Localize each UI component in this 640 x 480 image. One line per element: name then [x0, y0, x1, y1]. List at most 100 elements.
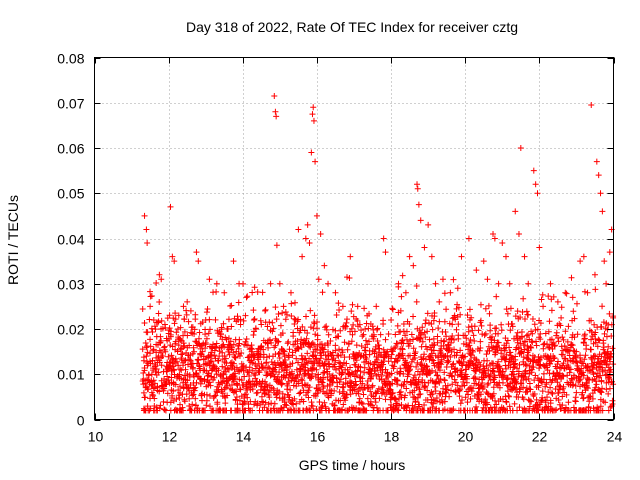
data-point: [285, 354, 292, 361]
data-point: [547, 400, 554, 407]
data-point: [599, 208, 606, 215]
data-point: [149, 391, 156, 398]
data-point: [482, 305, 489, 312]
data-point: [309, 403, 316, 410]
data-point: [453, 326, 460, 333]
data-point: [169, 253, 176, 260]
data-point: [436, 367, 443, 374]
data-point: [310, 407, 317, 414]
data-point: [192, 311, 199, 318]
data-point: [362, 337, 369, 344]
data-point: [463, 335, 470, 342]
data-point: [180, 407, 187, 414]
data-point: [490, 384, 497, 391]
data-point: [419, 368, 426, 375]
data-point: [528, 344, 535, 351]
data-point: [211, 352, 218, 359]
data-point: [458, 397, 465, 404]
data-point: [571, 334, 578, 341]
data-point: [147, 405, 154, 412]
data-point: [449, 332, 456, 339]
data-point: [279, 330, 286, 337]
data-point: [482, 396, 489, 403]
data-point: [410, 262, 417, 269]
y-tick-label: 0.06: [57, 141, 84, 157]
data-point: [266, 336, 273, 343]
data-point: [355, 390, 362, 397]
data-point: [569, 294, 576, 301]
data-point: [273, 242, 280, 249]
data-point: [484, 390, 491, 397]
data-point: [601, 258, 608, 265]
data-point: [153, 279, 160, 286]
data-point: [310, 341, 317, 348]
data-point: [439, 391, 446, 398]
data-point: [484, 276, 491, 283]
data-point: [144, 240, 151, 247]
data-point: [590, 362, 597, 369]
data-point: [373, 303, 380, 310]
data-point: [463, 375, 470, 382]
data-point: [416, 391, 423, 398]
data-point: [472, 375, 479, 382]
grid: [94, 57, 614, 420]
data-point: [156, 298, 163, 305]
data-point: [547, 384, 554, 391]
data-point: [333, 312, 340, 319]
data-point: [389, 389, 396, 396]
data-point: [412, 348, 419, 355]
data-point: [251, 401, 258, 408]
data-point: [348, 338, 355, 345]
data-point: [319, 345, 326, 352]
data-point: [143, 226, 150, 233]
data-point: [155, 369, 162, 376]
data-point: [495, 330, 502, 337]
data-point: [267, 280, 274, 287]
data-point: [561, 343, 568, 350]
data-point: [188, 329, 195, 336]
data-point: [473, 403, 480, 410]
data-point: [347, 364, 354, 371]
data-point: [556, 382, 563, 389]
y-tick-label: 0.07: [57, 96, 84, 112]
data-point: [224, 380, 231, 387]
data-point: [335, 333, 342, 340]
data-point: [512, 378, 519, 385]
data-point: [276, 388, 283, 395]
data-point: [182, 366, 189, 373]
data-point: [431, 341, 438, 348]
data-point: [272, 342, 279, 349]
data-point: [147, 336, 154, 343]
data-point: [213, 344, 220, 351]
data-point: [434, 333, 441, 340]
data-point: [592, 378, 599, 385]
data-point: [555, 334, 562, 341]
data-point: [361, 305, 368, 312]
data-point: [356, 321, 363, 328]
data-point: [506, 280, 513, 287]
data-point: [560, 336, 567, 343]
data-point: [574, 331, 581, 338]
data-point: [389, 306, 396, 313]
data-point: [151, 323, 158, 330]
data-point: [219, 390, 226, 397]
data-point: [567, 366, 574, 373]
data-point: [388, 370, 395, 377]
data-point: [598, 389, 605, 396]
data-point: [157, 333, 164, 340]
data-point: [260, 346, 267, 353]
x-tick-label: 18: [384, 429, 400, 445]
data-point: [548, 389, 555, 396]
data-point: [354, 317, 361, 324]
data-point: [203, 402, 210, 409]
data-point: [447, 339, 454, 346]
data-point: [517, 314, 524, 321]
data-point: [447, 354, 454, 361]
data-point: [161, 385, 168, 392]
y-axis-title: ROTI / TECUs: [5, 195, 21, 285]
data-point: [418, 332, 425, 339]
data-point: [424, 310, 431, 317]
data-point: [172, 316, 179, 323]
data-point: [309, 364, 316, 371]
data-point: [403, 385, 410, 392]
